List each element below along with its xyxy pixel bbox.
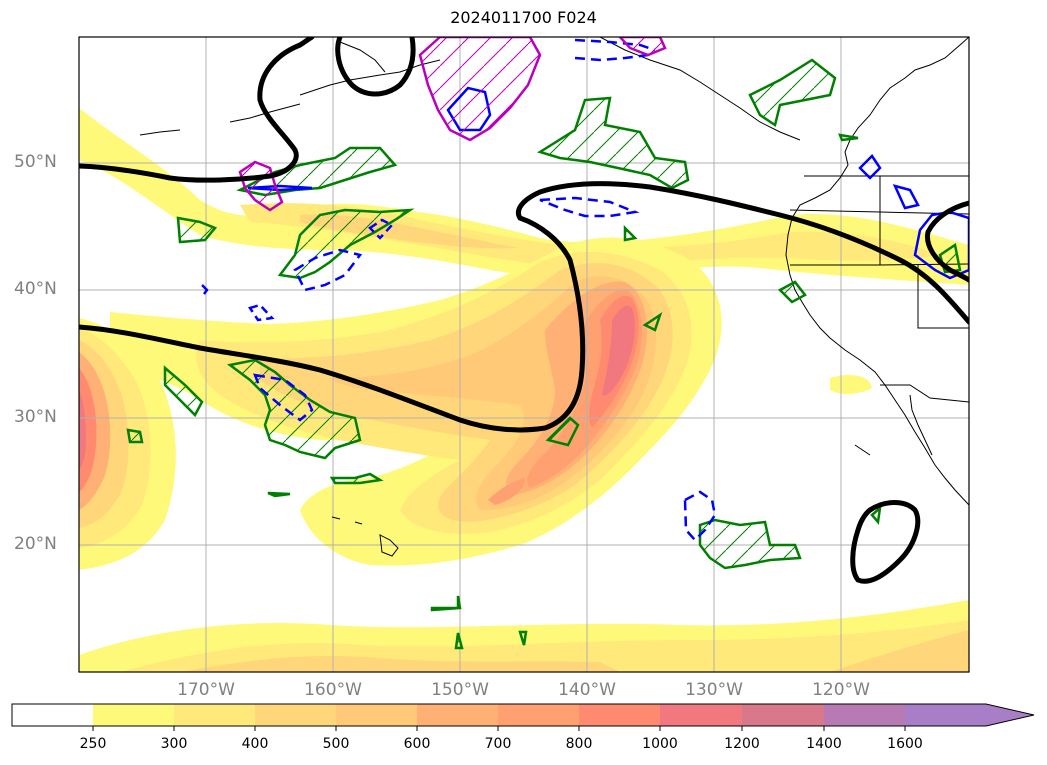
lon-label-160w: 160°W [304, 680, 362, 700]
colorbar-tick-label: 250 [79, 736, 107, 752]
lon-label-170w: 170°W [177, 680, 235, 700]
colorbar-bin [255, 704, 336, 726]
colorbar-bin [660, 704, 742, 726]
colorbar-tick-label: 400 [241, 736, 269, 752]
colorbar-bin [498, 704, 579, 726]
colorbar-bin [579, 704, 660, 726]
colorbar-bin [824, 704, 905, 726]
colorbar [11, 703, 1035, 731]
lat-label-20n: 20°N [14, 534, 57, 554]
colorbar-extend-arrow [986, 704, 1034, 726]
height-contours [79, 37, 969, 584]
green-hatched-regions [126, 58, 962, 650]
colorbar-bin [905, 704, 986, 726]
magenta-contours [238, 37, 667, 212]
lon-label-130w: 130°W [685, 680, 743, 700]
colorbar-bin [336, 704, 417, 726]
lon-label-150w: 150°W [431, 680, 489, 700]
colorbar-tick-label: 700 [484, 736, 512, 752]
colorbar-tick-label: 1400 [806, 736, 842, 752]
colorbar-tick-label: 1600 [887, 736, 923, 752]
lon-label-120w: 120°W [812, 680, 870, 700]
colorbar-tick-label: 500 [322, 736, 350, 752]
colorbar-tick-label: 300 [160, 736, 188, 752]
lat-label-30n: 30°N [14, 407, 57, 427]
colorbar-bin [742, 704, 824, 726]
map-content [79, 37, 969, 672]
map-title: 2024011700 F024 [450, 8, 597, 27]
colorbar-bin [12, 704, 93, 726]
lon-label-140w: 140°W [558, 680, 616, 700]
colorbar-bin [174, 704, 255, 726]
colorbar-bin [417, 704, 498, 726]
lat-label-50n: 50°N [14, 152, 57, 172]
colorbar-bin [93, 704, 174, 726]
map-frame [78, 36, 970, 673]
coastlines [139, 37, 969, 557]
colorbar-tick-label: 600 [403, 736, 431, 752]
colorbar-tick-label: 1200 [724, 736, 760, 752]
colorbar-tick-label: 1000 [642, 736, 678, 752]
graticule [79, 37, 969, 672]
lat-label-40n: 40°N [14, 279, 57, 299]
colorbar-tick-label: 800 [565, 736, 593, 752]
